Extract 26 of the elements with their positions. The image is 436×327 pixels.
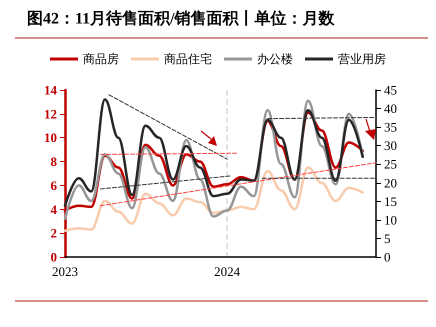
y2-tick-label: 0 [384, 250, 390, 264]
y-tick-label: 6 [50, 178, 58, 193]
x-tick-label: 2023 [52, 264, 78, 279]
line-series [64, 166, 364, 232]
y2-tick-label: 30 [384, 138, 397, 154]
chart-title: 图42：11月待售面积/销售面积丨单位：月数 [27, 10, 336, 28]
y-tick-label: 0 [50, 250, 57, 264]
y2-tick-label: 25 [384, 156, 397, 172]
legend-label: 商品房 [83, 52, 119, 66]
y-tick-label: 8 [50, 154, 58, 170]
legend-label: 营业用房 [338, 52, 386, 66]
y2-tick-label: 20 [384, 175, 397, 190]
y2-tick-label: 45 [384, 82, 397, 98]
y2-tick-label: 40 [384, 101, 397, 116]
y-tick-label: 10 [44, 130, 57, 146]
legend-label: 商品住宅 [164, 52, 212, 66]
y-tick-label: 2 [50, 226, 57, 241]
y-tick-label: 4 [50, 202, 58, 217]
x-tick-label: 2024 [214, 264, 241, 279]
y-tick-label: 12 [44, 106, 57, 122]
y2-tick-label: 35 [384, 120, 397, 135]
y2-tick-label: 5 [384, 230, 390, 246]
y2-tick-label: 10 [384, 212, 397, 228]
y2-tick-label: 15 [384, 194, 397, 209]
y-tick-label: 14 [44, 82, 58, 98]
legend-label: 办公楼 [257, 52, 293, 66]
